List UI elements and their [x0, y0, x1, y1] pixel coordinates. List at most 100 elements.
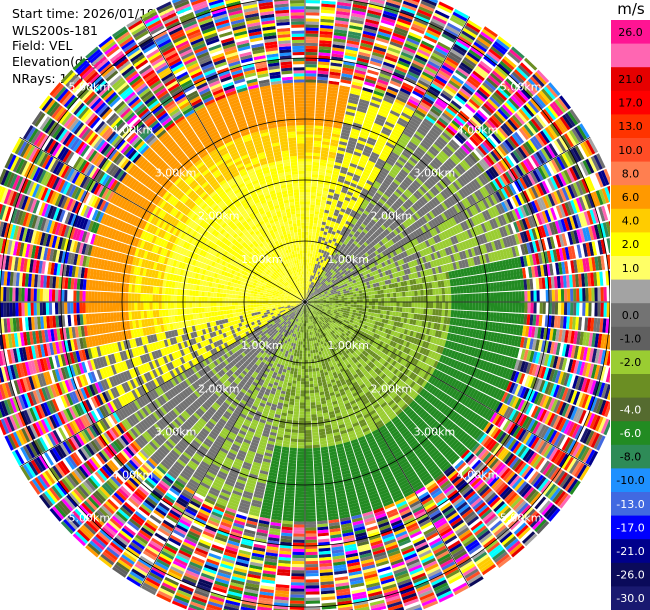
ray-gate [353, 299, 357, 302]
ray-gate [561, 153, 571, 167]
ray-gate [575, 197, 584, 212]
ray-gate [307, 259, 310, 263]
ray-gate [305, 286, 307, 290]
ray-gate [545, 162, 555, 176]
ray-gate [437, 224, 444, 233]
ray-gate [383, 236, 389, 243]
ray-gate [305, 27, 319, 31]
ray-gate [536, 69, 550, 83]
ray-gate [338, 197, 345, 203]
ray-gate [354, 250, 360, 255]
ray-gate [324, 272, 328, 276]
ray-gate [372, 183, 380, 190]
ray-gate [309, 295, 312, 298]
ray-gate [330, 250, 334, 255]
ray-gate [392, 292, 397, 298]
ray-gate [307, 253, 310, 257]
ray-gate [323, 283, 327, 287]
ray-gate [497, 160, 507, 172]
ray-gate [380, 224, 387, 231]
ray-gate [396, 96, 407, 104]
ray-gate [425, 134, 436, 143]
ray-gate [450, 169, 459, 179]
ray-gate [309, 253, 313, 257]
ray-gate [344, 52, 357, 58]
ray-gate [363, 262, 369, 267]
ray-gate [349, 311, 353, 315]
ray-gate [313, 297, 317, 300]
ray-gate [464, 123, 475, 134]
ray-gate [326, 266, 331, 270]
ray-gate [305, 256, 308, 260]
ray-gate [529, 137, 540, 151]
ray-gate [370, 275, 375, 281]
ray-gate [367, 107, 378, 114]
ray-gate [355, 113, 365, 120]
ray-gate [427, 164, 437, 173]
ray-gate [320, 159, 328, 164]
ray-gate [433, 252, 439, 260]
ray-gate [358, 290, 363, 294]
ray-gate [447, 157, 457, 167]
ray-gate [430, 219, 437, 227]
ray-gate [411, 23, 426, 32]
ray-gate [305, 24, 319, 28]
ray-gate [355, 66, 367, 73]
ray-gate [362, 33, 376, 40]
ray-gate [420, 289, 424, 296]
ray-gate [371, 251, 377, 257]
ray-gate [430, 245, 436, 253]
ray-gate [318, 49, 331, 54]
ray-gate [376, 201, 384, 207]
ray-gate [468, 17, 484, 28]
ray-gate [441, 309, 446, 317]
ray-gate [358, 233, 365, 239]
ray-gate [339, 138, 348, 143]
ray-gate [491, 218, 499, 229]
ray-gate [373, 286, 378, 291]
ray-gate [471, 166, 480, 177]
ray-gate [357, 196, 365, 202]
ray-gate [337, 255, 342, 260]
ray-gate [365, 15, 381, 22]
ray-gate [341, 300, 345, 302]
ray-gate [404, 235, 411, 243]
ray-gate [358, 51, 371, 58]
ray-gate [327, 284, 331, 287]
ray-gate [472, 302, 476, 311]
ray-gate [460, 302, 464, 310]
ray-gate [383, 289, 387, 294]
ray-gate [330, 62, 343, 67]
ray-gate [505, 78, 518, 91]
ray-gate [307, 293, 309, 297]
ray-gate [369, 248, 374, 254]
ray-gate [560, 171, 570, 185]
ray-gate [334, 115, 344, 120]
ray-gate [433, 244, 439, 252]
ray-gate [334, 161, 342, 167]
ray-gate [436, 119, 447, 129]
ray-gate [373, 194, 381, 201]
ray-gate [378, 302, 382, 306]
ray-gate [450, 77, 463, 87]
ray-gate [327, 216, 333, 221]
ray-gate [305, 48, 318, 53]
ray-gate [314, 214, 319, 218]
ray-gate [399, 12, 414, 20]
ray-gate [323, 299, 327, 301]
ray-gate [547, 193, 556, 207]
ray-gate [495, 129, 507, 141]
ray-gate [315, 101, 326, 105]
ray-gate [340, 191, 347, 197]
ray-gate [398, 138, 408, 146]
ray-gate [413, 192, 421, 200]
ray-gate [324, 113, 335, 119]
ray-gate [322, 132, 332, 137]
ray-gate [441, 287, 446, 295]
ray-gate [368, 3, 384, 11]
ray-gate [504, 120, 516, 133]
ray-gate [403, 0, 419, 6]
ray-gate [509, 135, 520, 148]
ray-gate [366, 12, 381, 19]
ray-gate [331, 240, 336, 245]
